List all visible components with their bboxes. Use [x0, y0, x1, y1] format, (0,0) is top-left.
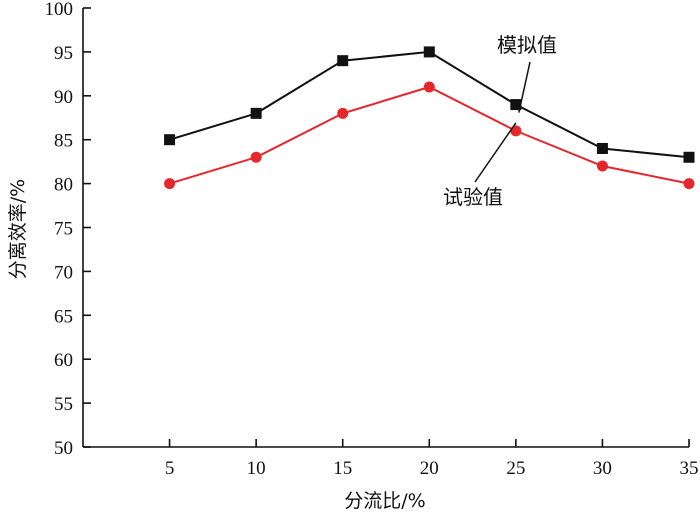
y-tick-label: 65 — [54, 306, 73, 327]
x-tick-label: 25 — [506, 458, 525, 479]
data-point-square — [337, 55, 349, 67]
data-point-square — [683, 151, 695, 163]
data-point-circle — [510, 125, 522, 137]
y-axis-ticks: 50 55 60 65 70 75 80 85 90 95 100 — [45, 0, 91, 459]
data-point-square — [164, 134, 176, 146]
series-lines — [169, 50, 690, 185]
x-tick-label: 35 — [680, 458, 699, 479]
x-tick-label: 5 — [165, 458, 175, 479]
data-point-square — [510, 99, 522, 111]
data-point-square — [250, 107, 262, 119]
axes — [82, 8, 689, 448]
annotation-label: 试验值 — [443, 185, 503, 209]
data-point-square — [423, 46, 435, 58]
y-tick-label: 55 — [54, 394, 73, 415]
x-tick-label: 20 — [420, 458, 439, 479]
x-axis-ticks: 5 10 15 20 25 30 35 — [165, 439, 699, 479]
annotation-leader — [518, 61, 531, 113]
data-point-circle — [423, 81, 435, 93]
y-tick-label: 50 — [54, 438, 73, 459]
y-tick-label: 85 — [54, 131, 73, 152]
data-point-circle — [250, 151, 262, 163]
y-tick-label: 60 — [54, 350, 73, 371]
series-line-0 — [169, 50, 690, 159]
data-point-circle — [683, 178, 695, 190]
y-tick-label: 90 — [54, 87, 73, 108]
y-tick-label: 70 — [54, 262, 73, 283]
annotation-label: 模拟值 — [497, 33, 557, 57]
x-tick-label: 15 — [333, 458, 352, 479]
series-line-1 — [169, 85, 690, 185]
data-point-circle — [596, 160, 608, 172]
y-tick-label: 100 — [45, 0, 74, 20]
x-axis-title: 分流比/% — [344, 490, 425, 512]
y-tick-label: 75 — [54, 219, 73, 240]
y-tick-label: 95 — [54, 43, 73, 64]
series-markers — [164, 46, 695, 190]
y-axis-title: 分离效率/% — [7, 179, 29, 279]
data-point-square — [596, 142, 608, 154]
x-tick-label: 30 — [593, 458, 612, 479]
annotation-leader — [474, 122, 517, 183]
data-point-circle — [164, 178, 176, 190]
data-point-circle — [337, 107, 349, 119]
x-tick-label: 10 — [247, 458, 266, 479]
y-tick-label: 80 — [54, 175, 73, 196]
